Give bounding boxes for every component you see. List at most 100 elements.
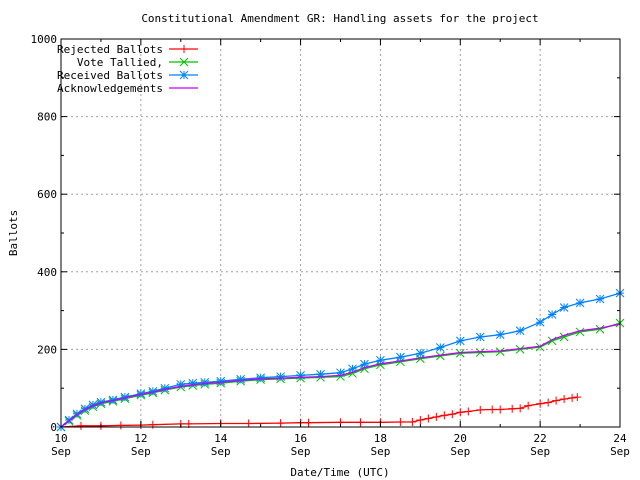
y-tick-label: 0 [50, 421, 57, 434]
data-point-plus [568, 393, 577, 402]
y-tick-label: 200 [37, 343, 57, 356]
data-point-plus [440, 411, 449, 420]
data-point-x [595, 324, 605, 334]
data-point-plus [396, 417, 405, 426]
data-point-plus [524, 401, 533, 410]
data-point-x [515, 345, 525, 354]
data-point-plus [304, 418, 313, 427]
data-point-plus [408, 417, 417, 426]
data-point-x [179, 57, 189, 67]
grid [61, 39, 620, 427]
data-point-star [256, 373, 265, 383]
marker-stroke [535, 317, 545, 327]
legend-label: Rejected Ballots [57, 43, 163, 56]
data-point-star [559, 303, 569, 312]
data-point-star [547, 310, 557, 319]
x-tick-label-day: 24 [613, 432, 627, 445]
data-point-plus [544, 398, 553, 407]
marker-stroke [136, 389, 146, 398]
y-tick-label: 800 [37, 111, 57, 124]
marker-stroke [495, 347, 505, 357]
data-point-x [435, 351, 445, 361]
marker-stroke [396, 352, 405, 362]
data-point-plus [508, 404, 517, 413]
marker-stroke [547, 310, 557, 319]
data-point-plus [276, 419, 285, 428]
data-point-star [200, 378, 210, 387]
y-tick-label: 400 [37, 266, 57, 279]
marker-stroke [108, 395, 118, 405]
x-tick-label-month: Sep [450, 445, 470, 458]
marker-stroke [360, 359, 369, 369]
data-point-plus [476, 405, 485, 414]
y-tick-label: 1000 [31, 33, 58, 46]
x-tick-label-month: Sep [291, 445, 311, 458]
data-point-plus [424, 414, 433, 423]
series-line [60, 323, 621, 428]
data-point-star [276, 372, 285, 381]
data-point-star [475, 332, 485, 342]
series-received-ballots [56, 288, 625, 432]
data-point-x [475, 348, 485, 357]
data-point-x [575, 327, 585, 337]
data-point-plus [244, 419, 253, 428]
marker-stroke [179, 70, 189, 80]
data-point-x [455, 348, 465, 358]
data-point-plus [516, 404, 525, 413]
marker-stroke [160, 383, 170, 393]
x-tick-label-month: Sep [211, 445, 231, 458]
data-point-plus [573, 393, 582, 402]
data-point-star [575, 298, 585, 308]
data-point-plus [560, 395, 569, 404]
marker-stroke [595, 294, 605, 304]
marker-stroke [595, 324, 605, 334]
data-point-star [296, 371, 305, 380]
data-point-plus [488, 405, 497, 414]
data-point-star [216, 376, 226, 386]
x-tick-label-month: Sep [131, 445, 151, 458]
x-tick-label-day: 22 [534, 432, 547, 445]
x-tick-label-month: Sep [370, 445, 390, 458]
x-tick-label-day: 18 [374, 432, 387, 445]
data-point-star [160, 383, 170, 393]
marker-stroke [96, 397, 106, 407]
marker-stroke [348, 364, 357, 374]
legend-label: Received Ballots [57, 69, 163, 82]
marker-stroke [276, 372, 285, 381]
data-point-plus [416, 416, 425, 425]
x-tick-label-month: Sep [51, 445, 71, 458]
series-line [60, 292, 621, 428]
marker-stroke [120, 392, 130, 402]
marker-stroke [515, 326, 525, 336]
x-tick-label-day: 12 [134, 432, 147, 445]
x-tick-label-day: 14 [214, 432, 228, 445]
data-point-star [495, 330, 505, 340]
data-point-star [435, 343, 445, 352]
data-point-star [595, 294, 605, 304]
data-point-plus [180, 45, 188, 53]
data-point-star [455, 336, 465, 346]
marker-stroke [575, 327, 585, 337]
y-axis-label: Ballots [7, 210, 20, 256]
data-point-star [535, 317, 545, 327]
marker-stroke [475, 348, 485, 357]
marker-stroke [256, 373, 265, 383]
data-point-x [495, 347, 505, 357]
marker-stroke [216, 376, 226, 386]
marker-stroke [200, 378, 210, 387]
data-point-plus [456, 408, 465, 417]
series-rejected-ballots [57, 393, 582, 431]
marker-stroke [148, 386, 158, 396]
ticks: 0200400600800100010Sep12Sep14Sep16Sep18S… [31, 33, 630, 458]
x-tick-label-day: 20 [454, 432, 467, 445]
data-point-plus [448, 410, 457, 419]
x-tick-label-day: 16 [294, 432, 307, 445]
data-point-plus [116, 421, 125, 430]
data-point-star [179, 70, 189, 80]
data-point-star [396, 352, 405, 362]
x-tick-label-day: 10 [54, 432, 67, 445]
data-point-plus [496, 405, 505, 414]
